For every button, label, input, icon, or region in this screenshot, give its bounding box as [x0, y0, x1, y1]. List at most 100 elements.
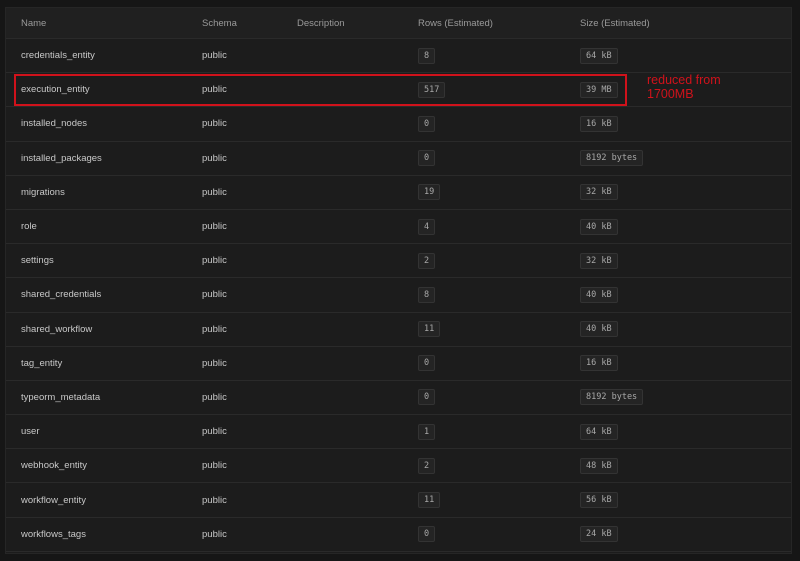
cell-size: 40 kB: [580, 210, 618, 243]
cell-size: 16 kB: [580, 347, 618, 380]
cell-rows: 2: [418, 449, 436, 482]
table-row[interactable]: migrations public 19 32 kB: [6, 176, 791, 210]
table-row[interactable]: credentials_entity public 8 64 kB: [6, 39, 791, 74]
cell-schema: public: [202, 426, 227, 438]
cell-size: 48 kB: [580, 449, 618, 482]
table-row[interactable]: workflows_tags public 0 24 kB: [6, 518, 791, 552]
cell-schema: public: [202, 84, 227, 96]
rows-badge: 4: [418, 218, 436, 235]
size-badge: 64 kB: [580, 423, 618, 440]
cell-rows: 0: [418, 107, 436, 140]
cell-name: webhook_entity: [21, 460, 88, 472]
cell-schema: public: [202, 255, 227, 267]
cell-name: execution_entity: [21, 84, 90, 96]
rows-badge: 11: [418, 321, 441, 338]
header-description[interactable]: Description: [297, 17, 345, 29]
cell-rows: 19: [418, 176, 441, 209]
cell-rows: 517: [418, 73, 446, 106]
annotation-text: reduced from 1700MB: [647, 73, 721, 101]
cell-schema: public: [202, 118, 227, 130]
cell-size: 39 MB: [580, 73, 618, 106]
rows-badge: 1: [418, 423, 436, 440]
size-badge: 32 kB: [580, 252, 618, 269]
cell-name: user: [21, 426, 40, 438]
cell-size: 24 kB: [580, 518, 618, 551]
cell-name: installed_packages: [21, 152, 102, 164]
cell-schema: public: [202, 494, 227, 506]
rows-badge: 517: [418, 81, 446, 98]
cell-name: tag_entity: [21, 357, 63, 369]
cell-size: 8192 bytes: [580, 142, 644, 175]
rows-badge: 8: [418, 47, 436, 64]
cell-size: 64 kB: [580, 415, 618, 448]
cell-rows: 8: [418, 278, 436, 311]
size-badge: 16 kB: [580, 355, 618, 372]
cell-name: migrations: [21, 186, 65, 198]
cell-name: installed_nodes: [21, 118, 88, 130]
rows-badge: 0: [418, 150, 436, 167]
header-size[interactable]: Size (Estimated): [580, 17, 650, 29]
table-row[interactable]: execution_entity public 517 39 MB: [6, 73, 791, 108]
cell-schema: public: [202, 391, 227, 403]
cell-size: 32 kB: [580, 176, 618, 209]
size-badge: 24 kB: [580, 526, 618, 543]
cell-size: 40 kB: [580, 313, 618, 346]
cell-rows: 11: [418, 483, 441, 516]
rows-badge: 2: [418, 252, 436, 269]
rows-badge: 0: [418, 115, 436, 132]
cell-name: shared_credentials: [21, 289, 102, 301]
tables-list: Name Schema Description Rows (Estimated)…: [5, 7, 792, 554]
size-badge: 56 kB: [580, 492, 618, 509]
cell-rows: 0: [418, 347, 436, 380]
cell-name: shared_workflow: [21, 323, 93, 335]
cell-schema: public: [202, 323, 227, 335]
table-row[interactable]: installed_packages public 0 8192 bytes: [6, 142, 791, 176]
cell-schema: public: [202, 50, 227, 62]
highlight-box: [14, 74, 627, 106]
header-name[interactable]: Name: [21, 17, 47, 29]
size-badge: 8192 bytes: [580, 150, 644, 167]
table-row[interactable]: shared_workflow public 11 40 kB: [6, 313, 791, 347]
cell-schema: public: [202, 152, 227, 164]
header-rows[interactable]: Rows (Estimated): [418, 17, 493, 29]
cell-name: settings: [21, 255, 54, 267]
rows-badge: 0: [418, 526, 436, 543]
cell-rows: 1: [418, 415, 436, 448]
table-row[interactable]: shared_credentials public 8 40 kB: [6, 278, 791, 313]
rows-badge: 8: [418, 286, 436, 303]
table-row[interactable]: workflow_entity public 11 56 kB: [6, 483, 791, 518]
table-row[interactable]: installed_nodes public 0 16 kB: [6, 107, 791, 142]
cell-rows: 4: [418, 210, 436, 243]
cell-name: role: [21, 221, 37, 233]
size-badge: 39 MB: [580, 81, 618, 98]
cell-schema: public: [202, 460, 227, 472]
cell-schema: public: [202, 528, 227, 540]
rows-badge: 2: [418, 457, 436, 474]
table-row[interactable]: typeorm_metadata public 0 8192 bytes: [6, 381, 791, 416]
rows-badge: 11: [418, 492, 441, 509]
cell-size: 40 kB: [580, 278, 618, 311]
cell-size: 56 kB: [580, 483, 618, 516]
size-badge: 64 kB: [580, 47, 618, 64]
size-badge: 48 kB: [580, 457, 618, 474]
size-badge: 40 kB: [580, 218, 618, 235]
table-row[interactable]: role public 4 40 kB: [6, 210, 791, 245]
rows-badge: 0: [418, 389, 436, 406]
size-badge: 8192 bytes: [580, 389, 644, 406]
size-badge: 16 kB: [580, 115, 618, 132]
table-row[interactable]: user public 1 64 kB: [6, 415, 791, 450]
header-schema[interactable]: Schema: [202, 17, 237, 29]
table-row[interactable]: settings public 2 32 kB: [6, 244, 791, 279]
cell-name: credentials_entity: [21, 50, 95, 62]
size-badge: 40 kB: [580, 286, 618, 303]
cell-name: typeorm_metadata: [21, 391, 101, 403]
rows-badge: 0: [418, 355, 436, 372]
cell-rows: 0: [418, 142, 436, 175]
table-row[interactable]: tag_entity public 0 16 kB: [6, 347, 791, 381]
cell-rows: 11: [418, 313, 441, 346]
cell-schema: public: [202, 186, 227, 198]
cell-size: 16 kB: [580, 107, 618, 140]
table-row[interactable]: webhook_entity public 2 48 kB: [6, 449, 791, 484]
size-badge: 40 kB: [580, 321, 618, 338]
cell-name: workflow_entity: [21, 494, 86, 506]
